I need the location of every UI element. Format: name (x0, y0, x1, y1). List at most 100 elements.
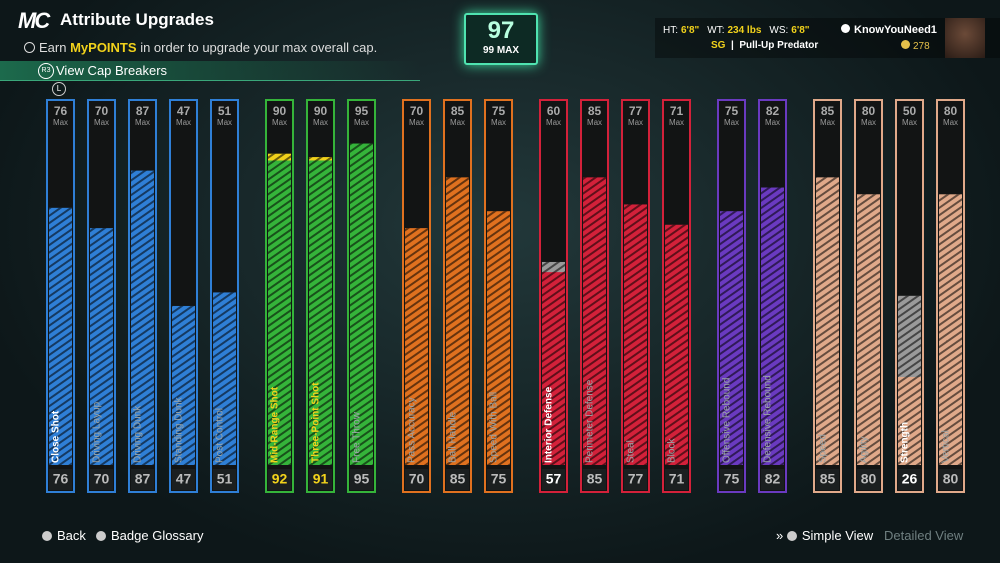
max-value: 85 (821, 104, 835, 118)
max-label: Max (765, 118, 780, 127)
max-label: Max (724, 118, 739, 127)
stat-value: 6'8" (681, 25, 700, 36)
value-box (665, 469, 688, 490)
max-label: Max (820, 118, 835, 127)
current-value: 92 (272, 471, 288, 487)
gamertag: KnowYouNeed1 (854, 24, 937, 36)
attribute-name: Defensive Rebound (763, 375, 774, 463)
attribute-name: Free Throw (352, 411, 363, 463)
max-value: 85 (588, 104, 602, 118)
current-value: 71 (669, 471, 685, 487)
value-box (405, 469, 428, 490)
max-value: 82 (766, 104, 780, 118)
stripes (720, 211, 743, 465)
title: Attribute Upgrades (60, 10, 214, 29)
max-label: Max (217, 118, 232, 127)
value-box (624, 469, 647, 490)
stat: WT: 234 lbs (707, 25, 761, 36)
current-value: 80 (943, 471, 959, 487)
value-box (49, 469, 72, 490)
attribute-name: Agility (859, 436, 870, 463)
max-label: Max (53, 118, 68, 127)
coin-count: 278 (913, 41, 930, 52)
player-stats: HT: 6'8" WT: 234 lbs WS: 6'8" (663, 25, 818, 36)
value-box (583, 469, 606, 490)
current-value: 85 (587, 471, 603, 487)
max-value: 95 (355, 104, 369, 118)
value-box (309, 469, 332, 490)
value-box (268, 469, 291, 490)
attribute-name: Speed (818, 434, 829, 463)
detailed-view: Detailed View (883, 528, 964, 543)
player-role: SG | Pull-Up Predator (711, 40, 819, 51)
max-value: 75 (492, 104, 506, 118)
cap-value: 97 (487, 17, 515, 44)
current-value: 70 (94, 471, 110, 487)
glossary-label: Badge Glossary (111, 528, 204, 543)
coins: 278 (901, 40, 930, 52)
max-value: 75 (725, 104, 739, 118)
stripes (898, 377, 921, 465)
player-panel: HT: 6'8" WT: 234 lbs WS: 6'8" SG | Pull-Up Pr… (655, 18, 1000, 58)
attribute-name: Perimeter Defense (585, 379, 596, 463)
max-label: Max (902, 118, 917, 127)
stat-value: 6'8" (791, 25, 810, 36)
stripes (350, 143, 373, 466)
max-label: Max (272, 118, 287, 127)
button-icon: R3 (38, 63, 54, 79)
value-box (350, 469, 373, 490)
max-label: Max (491, 118, 506, 127)
max-value: 90 (314, 104, 328, 118)
cap-max: 99 MAX (482, 45, 520, 56)
stripes (405, 228, 428, 465)
attribute-name: Post Control (215, 408, 226, 463)
value-box (446, 469, 469, 490)
current-value: 75 (724, 471, 740, 487)
current-value: 26 (902, 471, 918, 487)
value-box (172, 469, 195, 490)
stripes (624, 204, 647, 465)
back-button[interactable]: Back (42, 528, 86, 543)
view-toggle[interactable]: » Simple View Detailed View (776, 528, 964, 543)
attribute-name: Block (667, 438, 678, 463)
max-value: 47 (177, 104, 191, 118)
max-label: Max (354, 118, 369, 127)
attribute-name: Vertical (941, 430, 952, 463)
current-value: 51 (217, 471, 233, 487)
attribute-name: Pass Accuracy (407, 397, 418, 463)
value-box (720, 469, 743, 490)
cap-badge: 97 99 MAX (464, 13, 538, 65)
max-label: Max (587, 118, 602, 127)
max-value: 70 (410, 104, 424, 118)
attribute-name: Mid-Range Shot (270, 386, 281, 463)
stat-label: WS: (769, 25, 789, 36)
cap-breakers[interactable]: R3 View Cap Breakers (0, 61, 420, 81)
stripes (213, 292, 236, 465)
stat-value: 234 lbs (727, 25, 762, 36)
glossary-button[interactable]: Badge Glossary (96, 528, 204, 543)
max-value: 80 (944, 104, 958, 118)
